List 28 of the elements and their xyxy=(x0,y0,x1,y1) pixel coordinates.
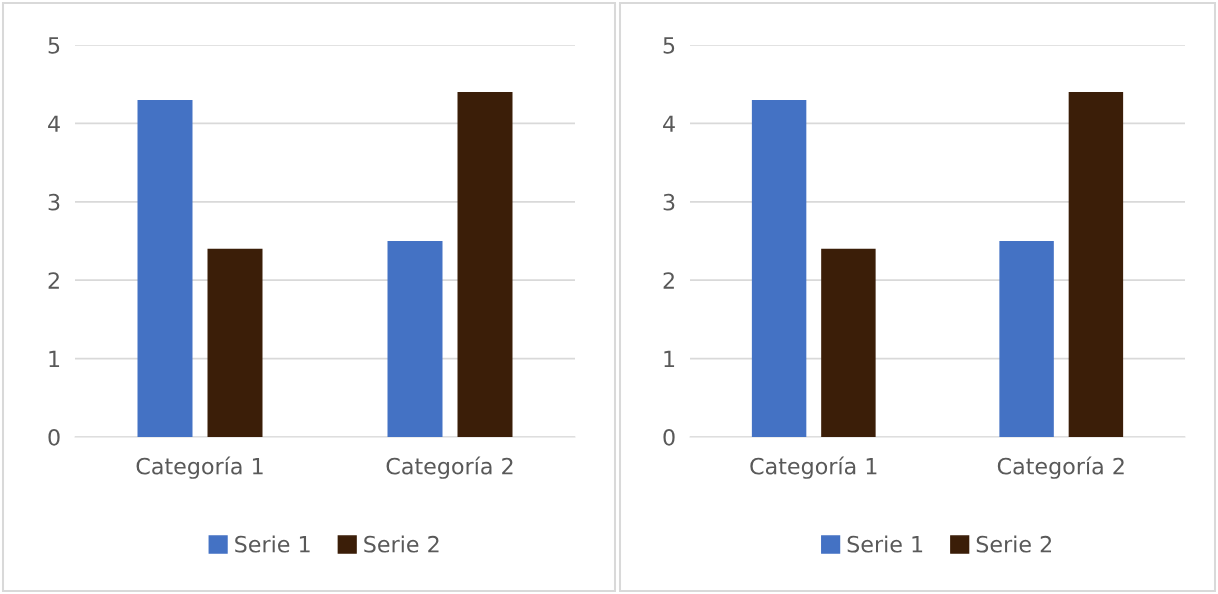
bar xyxy=(387,241,443,437)
y-tick-label: 3 xyxy=(48,193,60,211)
y-tick-label: 3 xyxy=(663,193,675,211)
x-tick-label: Categoría 1 xyxy=(136,456,263,479)
y-tick-label: 1 xyxy=(49,350,60,368)
bar xyxy=(999,241,1054,437)
y-tick-label: 2 xyxy=(663,272,674,289)
bar xyxy=(821,248,876,437)
y-tick-label: 2 xyxy=(48,272,59,289)
y-tick-label: 0 xyxy=(663,428,675,446)
legend-label: Serie 2 xyxy=(364,535,439,553)
x-tick-label: Categoría 2 xyxy=(997,456,1124,479)
x-tick-label: Categoría 1 xyxy=(750,456,877,479)
y-tick-label: 1 xyxy=(664,350,675,368)
bar xyxy=(751,99,807,437)
bar xyxy=(457,92,513,437)
y-tick-label: 0 xyxy=(48,428,60,446)
legend-label: Serie 1 xyxy=(235,535,310,553)
y-tick-label: 4 xyxy=(48,115,60,132)
legend-label: Serie 1 xyxy=(847,535,923,553)
bar xyxy=(1068,92,1124,437)
y-tick-label: 4 xyxy=(663,115,675,132)
y-tick-label: 5 xyxy=(48,37,60,54)
bar xyxy=(207,248,263,437)
bar xyxy=(137,99,193,437)
legend-label: Serie 2 xyxy=(976,535,1052,553)
x-tick-label: Categoría 2 xyxy=(386,456,513,479)
y-tick-label: 5 xyxy=(663,37,675,54)
